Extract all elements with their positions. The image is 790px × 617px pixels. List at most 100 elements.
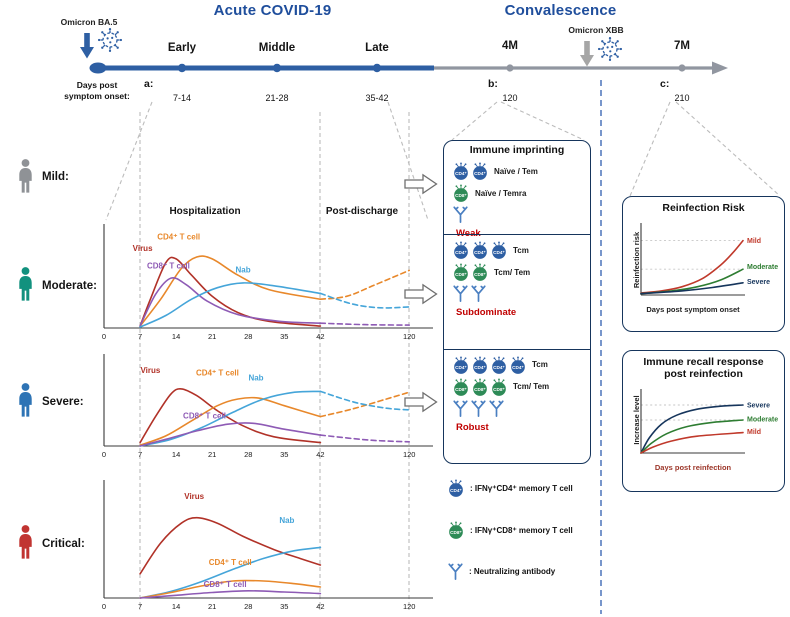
svg-text:CD4⁺: CD4⁺ [455, 171, 467, 176]
phase-early-label: Early [167, 42, 197, 54]
hospitalization-label: Hospitalization [169, 206, 241, 217]
moderate-label: Moderate: [42, 280, 97, 292]
svg-text:14: 14 [172, 450, 180, 459]
days-middle: 21-28 [265, 93, 289, 103]
imprinting-section-subdominate: CD4⁺ CD4⁺ CD4⁺ Tcm CD8⁺ CD8⁺ Tcm/ Tem Subdomi… [444, 235, 590, 349]
imprinting-strength-robust: Robust [456, 421, 489, 433]
days-late: 35-42 [365, 93, 389, 103]
marker-c-right-leader [675, 101, 781, 197]
svg-text:0: 0 [102, 602, 106, 611]
mild-person-icon [14, 158, 37, 194]
svg-text:Nab: Nab [279, 516, 294, 525]
acute-covid-title: Acute COVID-19 [213, 2, 332, 19]
imprinting-strength-weak: Weak [456, 228, 481, 239]
middle-timepoint-dot [272, 63, 282, 73]
4m-timepoint-dot [506, 64, 514, 72]
svg-text:120: 120 [403, 602, 416, 611]
svg-text:35: 35 [280, 332, 288, 341]
svg-text:Virus: Virus [184, 492, 204, 501]
7m-timepoint-dot [678, 64, 686, 72]
svg-text:CD8⁺: CD8⁺ [455, 386, 467, 391]
svg-text:120: 120 [403, 332, 416, 341]
timeline-arrowhead [712, 61, 728, 75]
ba5-virus-icon [97, 27, 123, 53]
svg-text:28: 28 [244, 332, 252, 341]
cd8-cell-icons: CD8⁺ CD8⁺ [452, 263, 489, 281]
severe-person-icon [14, 382, 37, 418]
svg-text:21: 21 [208, 450, 216, 459]
immune-imprinting-box: Immune imprinting CD4⁺ CD4⁺ Naïve / Tem CD… [443, 140, 591, 464]
svg-text:CD8⁺ T cell: CD8⁺ T cell [147, 262, 190, 271]
post-discharge-label: Post-discharge [325, 206, 399, 217]
svg-text:7: 7 [138, 450, 142, 459]
convalescence-title: Convalescence [504, 2, 617, 19]
timepoint-4m-label: 4M [502, 40, 518, 52]
reinfection-risk-chart: Mild Moderate Severe [640, 223, 778, 296]
immune-recall-box: Immune recall response post reinfection … [622, 350, 785, 492]
cd8-cell-icon: CD8⁺ [447, 521, 465, 539]
svg-text:Nab: Nab [248, 374, 263, 383]
reinfection-risk-ylabel: Reinfection risk [632, 231, 641, 289]
svg-text:CD4⁺: CD4⁺ [493, 250, 505, 255]
critical-kinetics-chart: 0 7 14 21 28 35 42 120 Virus Nab CD4⁺ T cell CD8⁺ T… [102, 480, 433, 611]
cd4-subset-label: Tcm [513, 245, 529, 255]
marker-b: b: [488, 78, 498, 90]
legend-cd8-item: CD8⁺ : IFNγ⁺CD8⁺ memory T cell [447, 521, 573, 539]
immune-recall-xlabel: Days post reinfection [654, 463, 732, 472]
immune-recall-ylabel: Increase level [632, 395, 641, 445]
svg-text:CD4⁺: CD4⁺ [493, 364, 505, 369]
marker-c: c: [660, 78, 670, 90]
svg-text:Severe: Severe [747, 403, 770, 410]
marker-b-right-leader [500, 101, 585, 141]
mild-to-imprinting-arrow-icon [404, 173, 438, 195]
svg-text:CD8⁺: CD8⁺ [493, 386, 505, 391]
marker-b-left-leader [451, 101, 498, 141]
svg-text:CD8⁺: CD8⁺ [455, 193, 467, 198]
phase-middle-label: Middle [258, 42, 296, 54]
cd8-subset-label: Tcm/ Tem [494, 267, 531, 277]
svg-text:28: 28 [244, 450, 252, 459]
days-early: 7-14 [172, 93, 191, 103]
dashed-connector-lines [105, 101, 781, 610]
critical-label: Critical: [42, 538, 85, 550]
svg-text:Mild: Mild [747, 238, 761, 245]
svg-text:CD4⁺: CD4⁺ [455, 364, 467, 369]
immune-recall-title-line1: Immune recall response [643, 356, 764, 368]
cd8-cell-icons: CD8⁺ [452, 184, 470, 202]
imprinting-strength-subdominate: Subdominate [456, 307, 517, 318]
marker-a-right-leader [387, 101, 429, 221]
cd4-cell-icons: CD4⁺ CD4⁺ [452, 162, 489, 180]
phase-late-label: Late [365, 42, 389, 54]
svg-text:CD4⁺ T cell: CD4⁺ T cell [157, 233, 200, 242]
late-timepoint-dot [372, 63, 382, 73]
days-7m: 210 [674, 93, 690, 103]
mild-label: Mild: [42, 171, 69, 183]
legend-cd8-text: : IFNγ⁺CD8⁺ memory T cell [470, 525, 573, 535]
xbb-infection-arrow-icon [580, 41, 594, 67]
imprinting-section-weak: CD4⁺ CD4⁺ Naïve / Tem CD8⁺ Naïve / Temra We… [444, 156, 590, 239]
svg-text:CD8⁺: CD8⁺ [474, 272, 486, 277]
imprinting-title: Immune imprinting [469, 144, 565, 156]
severe-label: Severe: [42, 396, 84, 408]
days-post-symptom-onset-label: Days post symptom onset: [64, 80, 130, 101]
svg-text:Severe: Severe [747, 279, 770, 286]
svg-text:CD8⁺: CD8⁺ [455, 272, 467, 277]
svg-text:35: 35 [280, 602, 288, 611]
cd8-subset-label: Naïve / Temra [475, 188, 527, 198]
severe-kinetics-chart: 0 7 14 21 28 35 42 120 Virus CD4⁺ T cell Nab CD8⁺ T… [102, 354, 433, 459]
severe-to-imprinting-arrow-icon [404, 391, 438, 413]
svg-text:Virus: Virus [133, 244, 153, 253]
svg-text:CD8⁺ T cell: CD8⁺ T cell [183, 411, 226, 420]
svg-text:CD8⁺ T cell: CD8⁺ T cell [204, 580, 247, 589]
imprinting-section-robust: CD4⁺ CD4⁺ CD4⁺ CD4⁺ Tcm CD8⁺ CD8⁺ CD8⁺ Tcm/ Tem… [444, 350, 590, 464]
section-divider [444, 348, 590, 350]
reinfection-risk-title: Reinfection Risk [662, 202, 745, 214]
antibody-icons [452, 206, 469, 223]
cd8-cell-icons: CD8⁺ CD8⁺ CD8⁺ [452, 377, 508, 396]
svg-text:Virus: Virus [140, 366, 160, 375]
svg-text:42: 42 [316, 450, 324, 459]
immune-recall-title-line2: post reinfection [664, 368, 743, 380]
svg-text:0: 0 [102, 332, 106, 341]
xbb-virus-icon [597, 36, 623, 62]
moderate-person-icon [14, 266, 37, 302]
